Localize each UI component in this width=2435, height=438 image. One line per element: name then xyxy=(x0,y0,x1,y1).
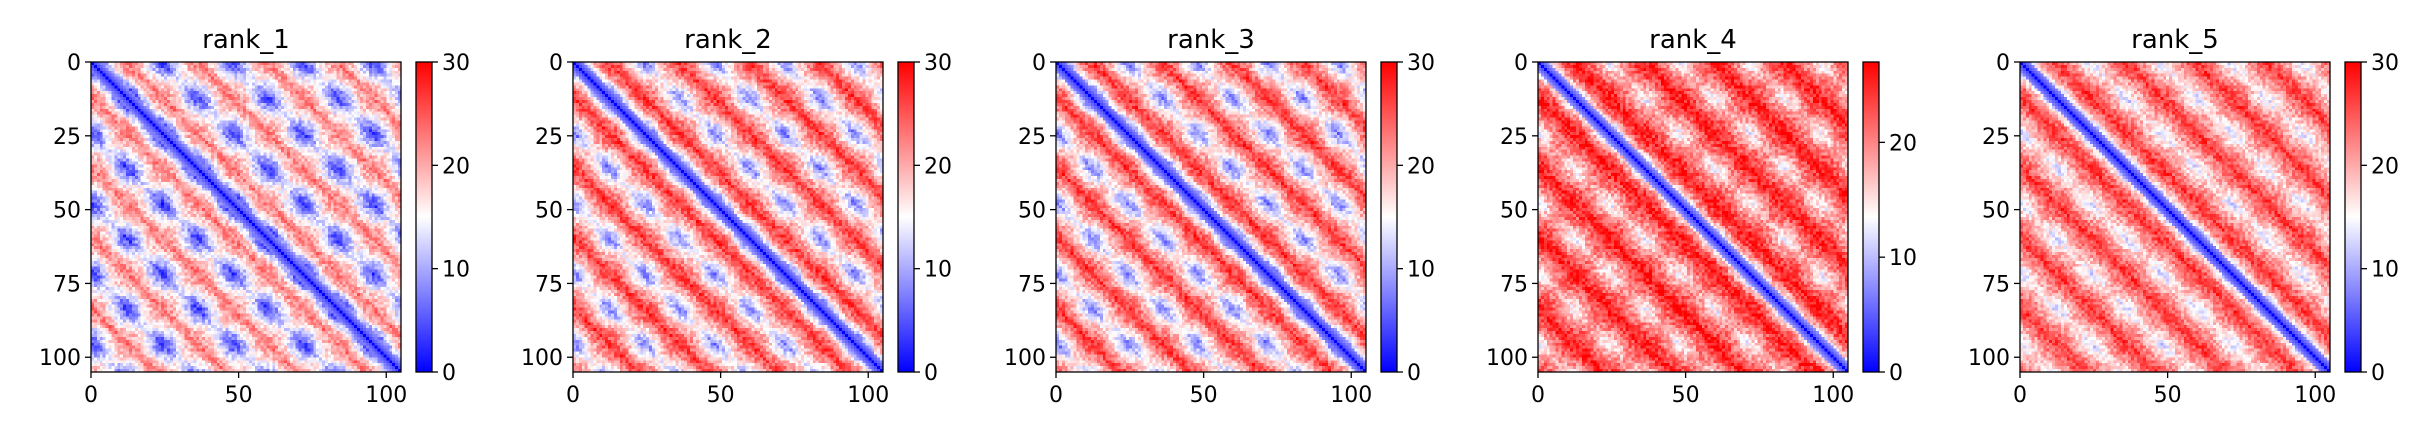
colorbar-tick-label: 20 xyxy=(924,154,952,179)
axes-frame xyxy=(1537,61,1849,373)
y-tick-label: 75 xyxy=(535,272,563,297)
colorbar-tick-label: 0 xyxy=(924,361,938,386)
y-tick-label: 100 xyxy=(1968,346,2010,371)
x-tick-label: 100 xyxy=(847,383,889,408)
colorbar xyxy=(1863,62,1879,372)
y-tick-label: 100 xyxy=(39,346,81,371)
colorbar-tick-label: 0 xyxy=(2371,361,2385,386)
colorbar-tick-label: 20 xyxy=(1889,131,1917,156)
axes-frame xyxy=(1055,61,1367,373)
colorbar-tick-label: 30 xyxy=(2371,51,2399,76)
x-tick-label: 0 xyxy=(566,383,580,408)
colorbar-frame xyxy=(2344,61,2362,373)
colorbar-tick-label: 30 xyxy=(442,51,470,76)
heatmap-image xyxy=(91,62,401,372)
colorbar xyxy=(416,62,432,372)
y-tick-label: 0 xyxy=(1032,51,1046,76)
colorbar xyxy=(898,62,914,372)
colorbar-tick-label: 20 xyxy=(2371,154,2399,179)
y-tick-label: 50 xyxy=(1500,199,1528,224)
y-tick-label: 75 xyxy=(1500,272,1528,297)
colorbar-frame xyxy=(1380,61,1398,373)
colorbar-tick-label: 10 xyxy=(1407,258,1435,283)
heatmap-image xyxy=(1538,62,1848,372)
x-tick-label: 50 xyxy=(225,383,253,408)
x-tick-label: 100 xyxy=(1812,383,1854,408)
y-tick-label: 25 xyxy=(1982,125,2010,150)
y-tick-label: 100 xyxy=(1004,346,1046,371)
colorbar-tick-label: 30 xyxy=(924,51,952,76)
x-tick-label: 0 xyxy=(84,383,98,408)
x-tick-label: 50 xyxy=(707,383,735,408)
x-tick-label: 50 xyxy=(1672,383,1700,408)
panel-title: rank_2 xyxy=(684,25,772,55)
axes-frame xyxy=(2019,61,2331,373)
y-tick-label: 0 xyxy=(67,51,81,76)
y-tick-label: 25 xyxy=(535,125,563,150)
colorbar-tick-label: 30 xyxy=(1407,51,1435,76)
x-tick-label: 0 xyxy=(1531,383,1545,408)
x-tick-label: 50 xyxy=(1190,383,1218,408)
colorbar-tick-label: 0 xyxy=(442,361,456,386)
y-tick-label: 75 xyxy=(1982,272,2010,297)
panel-title: rank_1 xyxy=(202,25,290,55)
colorbar-tick-label: 0 xyxy=(1407,361,1421,386)
panel-title: rank_3 xyxy=(1167,25,1255,55)
colorbar-frame xyxy=(897,61,915,373)
y-tick-label: 75 xyxy=(1018,272,1046,297)
heatmap-image xyxy=(1056,62,1366,372)
y-tick-label: 50 xyxy=(1982,199,2010,224)
y-tick-label: 100 xyxy=(1486,346,1528,371)
colorbar-tick-label: 20 xyxy=(1407,154,1435,179)
x-tick-label: 0 xyxy=(1049,383,1063,408)
heatmap-image xyxy=(2020,62,2330,372)
y-tick-label: 100 xyxy=(521,346,563,371)
colorbar-tick-label: 10 xyxy=(924,258,952,283)
y-tick-label: 0 xyxy=(549,51,563,76)
x-tick-label: 50 xyxy=(2154,383,2182,408)
y-tick-label: 50 xyxy=(53,199,81,224)
colorbar xyxy=(1381,62,1397,372)
panel-title: rank_4 xyxy=(1649,25,1737,55)
y-tick-label: 0 xyxy=(1514,51,1528,76)
colorbar-tick-label: 10 xyxy=(442,258,470,283)
panel-title: rank_5 xyxy=(2131,25,2219,55)
y-tick-label: 50 xyxy=(1018,199,1046,224)
heatmap-image xyxy=(573,62,883,372)
colorbar xyxy=(2345,62,2361,372)
colorbar-frame xyxy=(1862,61,1880,373)
y-tick-label: 50 xyxy=(535,199,563,224)
colorbar-tick-label: 0 xyxy=(1889,361,1903,386)
x-tick-label: 100 xyxy=(2294,383,2336,408)
axes-frame xyxy=(90,61,402,373)
axes-frame xyxy=(572,61,884,373)
y-tick-label: 25 xyxy=(1018,125,1046,150)
colorbar-tick-label: 10 xyxy=(1889,246,1917,271)
y-tick-label: 0 xyxy=(1996,51,2010,76)
x-tick-label: 100 xyxy=(1330,383,1372,408)
colorbar-tick-label: 20 xyxy=(442,154,470,179)
x-tick-label: 100 xyxy=(365,383,407,408)
x-tick-label: 0 xyxy=(2013,383,2027,408)
y-tick-label: 25 xyxy=(1500,125,1528,150)
colorbar-frame xyxy=(415,61,433,373)
y-tick-label: 75 xyxy=(53,272,81,297)
y-tick-label: 25 xyxy=(53,125,81,150)
colorbar-tick-label: 10 xyxy=(2371,258,2399,283)
